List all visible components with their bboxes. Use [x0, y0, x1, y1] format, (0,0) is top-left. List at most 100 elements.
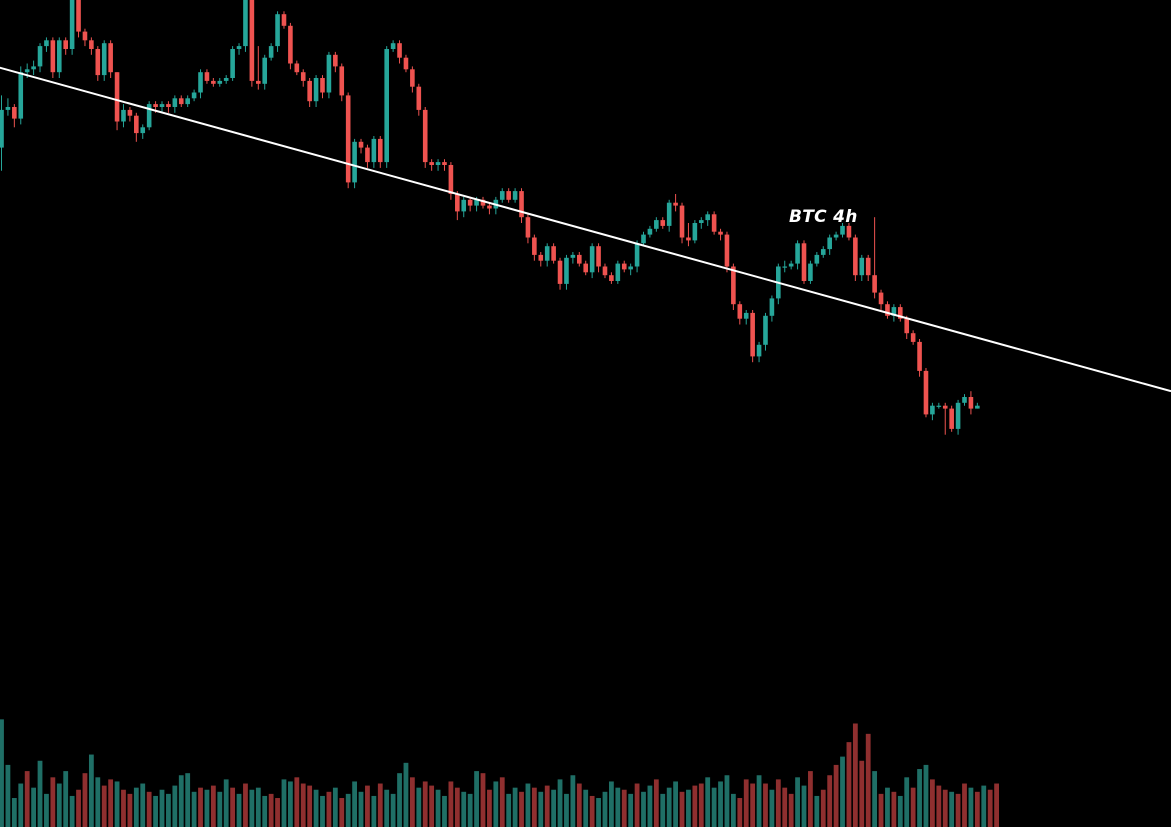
candle-body: [82, 31, 88, 41]
candle-body: [570, 254, 576, 258]
candle: [801, 240, 807, 284]
candle-body: [596, 246, 601, 267]
volume-bar: [461, 791, 467, 827]
volume-bar: [872, 771, 878, 827]
candle-body: [525, 217, 531, 238]
volume-bar: [159, 789, 165, 827]
candle: [589, 243, 595, 279]
candle: [166, 101, 171, 113]
volume-bar: [962, 783, 967, 827]
volume-bar: [775, 779, 781, 827]
volume-bar: [891, 791, 897, 827]
volume-bar: [487, 789, 492, 827]
candle: [840, 223, 845, 238]
candle: [833, 231, 839, 241]
volume-bar: [442, 795, 447, 827]
candle-body: [583, 263, 589, 273]
candle: [544, 243, 550, 267]
candle: [936, 402, 942, 409]
volume-bar: [641, 791, 646, 827]
volume-bar: [782, 787, 788, 827]
candle: [211, 78, 216, 87]
candle-body: [788, 263, 794, 267]
candle: [89, 37, 94, 55]
candle-body: [114, 72, 120, 122]
candle-body: [917, 341, 922, 371]
volume-bar: [18, 783, 24, 827]
volume-bar: [31, 787, 36, 827]
volume-bar: [705, 777, 711, 827]
candle: [930, 402, 935, 421]
candle-body: [647, 228, 653, 235]
volume-bar: [833, 764, 839, 827]
volume-bar: [615, 787, 621, 827]
volume-bar: [852, 723, 858, 827]
candle-body: [44, 40, 49, 47]
candle: [865, 254, 871, 281]
volume-bar: [756, 775, 762, 827]
volume-bar: [538, 791, 544, 827]
candle: [114, 72, 120, 131]
candle: [442, 159, 447, 171]
volume-bar: [435, 789, 441, 827]
volume-bar: [795, 777, 800, 827]
candle-body: [955, 402, 961, 429]
volume-bar: [788, 793, 794, 827]
candle-body: [429, 162, 434, 165]
candle: [962, 394, 967, 406]
volume-bar: [133, 787, 139, 827]
candle: [198, 69, 203, 99]
candle: [262, 54, 268, 90]
candle-body: [782, 266, 788, 268]
volume-bar: [814, 795, 820, 827]
volume-bar: [281, 779, 287, 827]
candle-body: [461, 199, 467, 212]
candle-body: [480, 199, 486, 206]
candle: [410, 66, 415, 93]
candle: [634, 240, 640, 273]
candle-body: [487, 205, 492, 209]
candle: [564, 254, 569, 290]
candle: [891, 304, 897, 322]
candle: [377, 136, 383, 168]
volume-bar: [583, 789, 589, 827]
candle: [159, 101, 165, 113]
candle: [885, 301, 890, 319]
candle: [300, 69, 306, 87]
candle-body: [949, 408, 954, 429]
volume-bar: [480, 773, 486, 827]
volume-bar: [609, 781, 614, 827]
candle: [814, 252, 820, 267]
candle-body: [262, 57, 268, 84]
candle-body: [763, 315, 768, 345]
candle-body: [101, 43, 107, 76]
candle: [76, 0, 81, 38]
volume-bar: [50, 777, 56, 827]
candle: [294, 60, 300, 76]
volume-bar: [166, 793, 171, 827]
candle-body: [962, 397, 967, 403]
candle-body: [63, 40, 68, 49]
candle: [506, 188, 511, 203]
candle-body: [410, 69, 415, 87]
candle-body: [654, 220, 659, 229]
volume-bar: [44, 793, 49, 827]
volume-bar: [660, 793, 666, 827]
candle-body: [455, 194, 460, 212]
volume-bar: [506, 793, 512, 827]
candle-body: [968, 397, 974, 409]
candle-body: [345, 95, 351, 183]
volume-bar: [255, 787, 261, 827]
candle-body: [731, 266, 736, 305]
candle: [820, 246, 826, 258]
volume-bar: [718, 781, 723, 827]
volume-bar: [153, 795, 158, 827]
candle: [621, 260, 627, 273]
candle-body: [442, 162, 447, 165]
volume-bar: [146, 791, 152, 827]
candle: [455, 191, 460, 221]
candle: [37, 43, 43, 73]
candle-body: [673, 202, 678, 206]
volume-bar: [5, 764, 11, 827]
candle-body: [76, 0, 81, 32]
